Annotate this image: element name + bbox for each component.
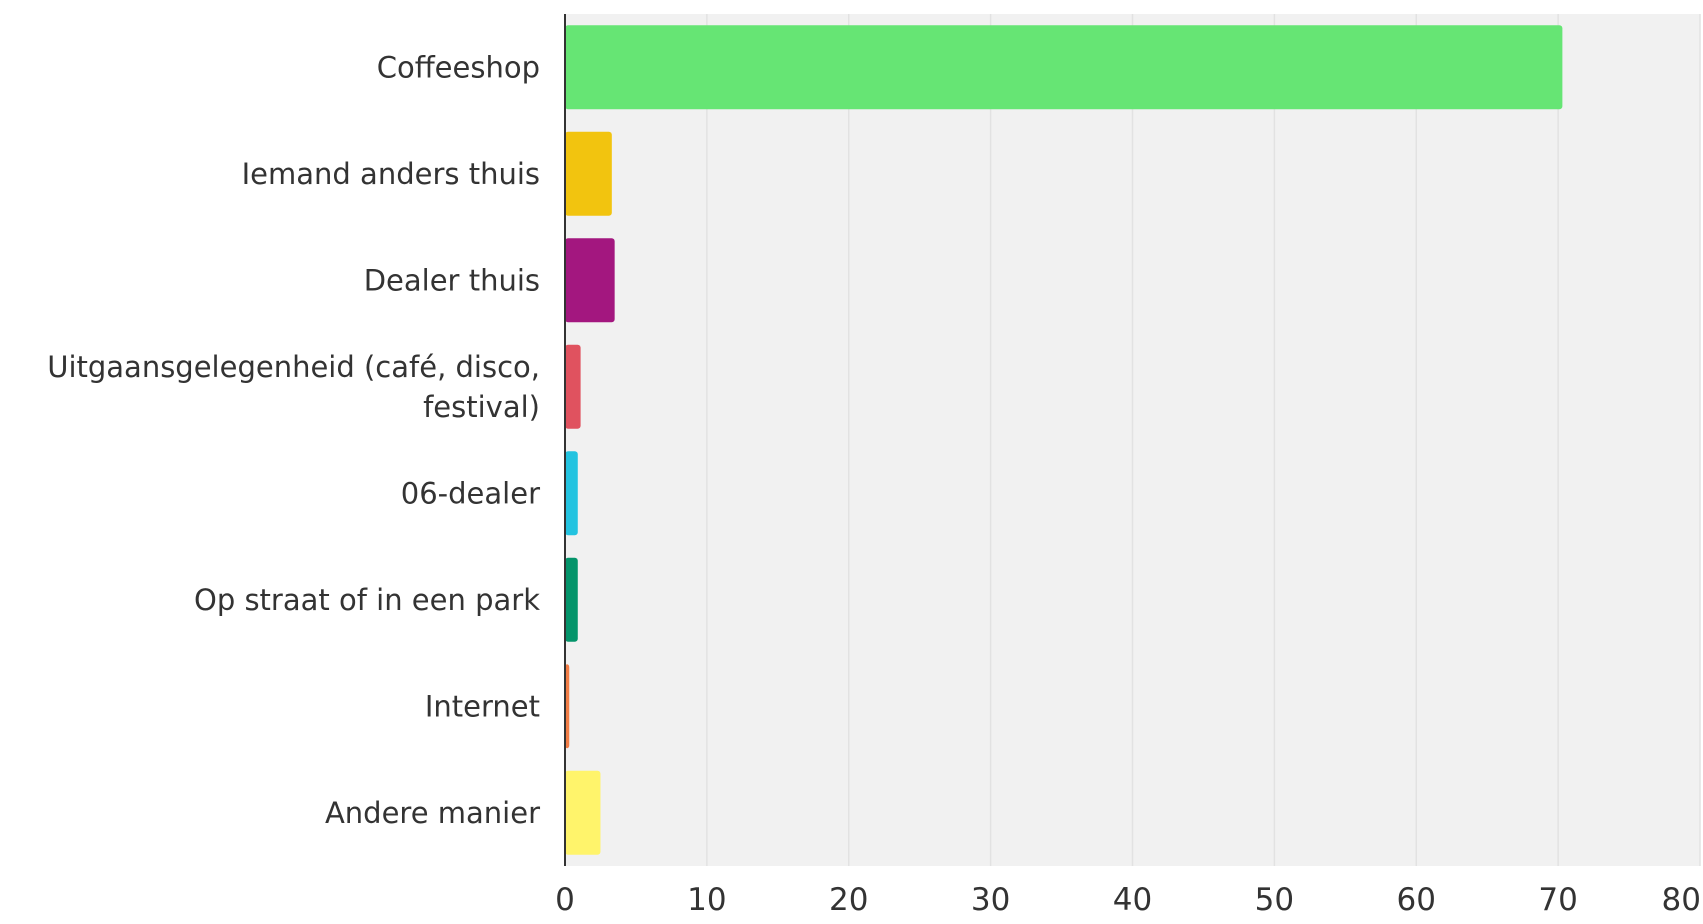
x-tick-label-60: 60: [1397, 882, 1436, 918]
category-label-7: Andere manier: [325, 796, 540, 830]
x-tick-label-80: 80: [1662, 882, 1701, 918]
x-tick-label-50: 50: [1255, 882, 1294, 918]
bar-3: [565, 344, 581, 429]
category-label-0: Coffeeshop: [377, 50, 540, 84]
bar-0: [565, 25, 1563, 110]
bar-4: [565, 451, 578, 536]
category-label-2: Dealer thuis: [364, 263, 540, 297]
x-tick-labels: 0 10 20 30 40 50 60 70 80: [555, 882, 1701, 918]
category-label-4: 06-dealer: [401, 476, 540, 510]
x-tick-label-20: 20: [829, 882, 868, 918]
bar-1: [565, 131, 612, 216]
x-tick-label-30: 30: [971, 882, 1010, 918]
x-tick-label-0: 0: [555, 882, 575, 918]
category-label-3: Uitgaansgelegenheid (café, disco, festiva…: [47, 350, 540, 424]
bars: [565, 25, 1563, 855]
bar-2: [565, 238, 615, 323]
bar-5: [565, 557, 578, 642]
gridlines: [706, 14, 1701, 866]
category-label-1: Iemand anders thuis: [242, 157, 540, 191]
x-tick-label-40: 40: [1113, 882, 1152, 918]
bar-7: [565, 770, 601, 855]
bar-6: [565, 664, 570, 749]
category-label-5: Op straat of in een park: [194, 583, 540, 617]
category-labels: Coffeeshop Iemand anders thuis Dealer thui…: [47, 50, 540, 830]
category-label-6: Internet: [425, 689, 540, 723]
x-tick-label-10: 10: [687, 882, 726, 918]
x-tick-label-70: 70: [1538, 882, 1577, 918]
